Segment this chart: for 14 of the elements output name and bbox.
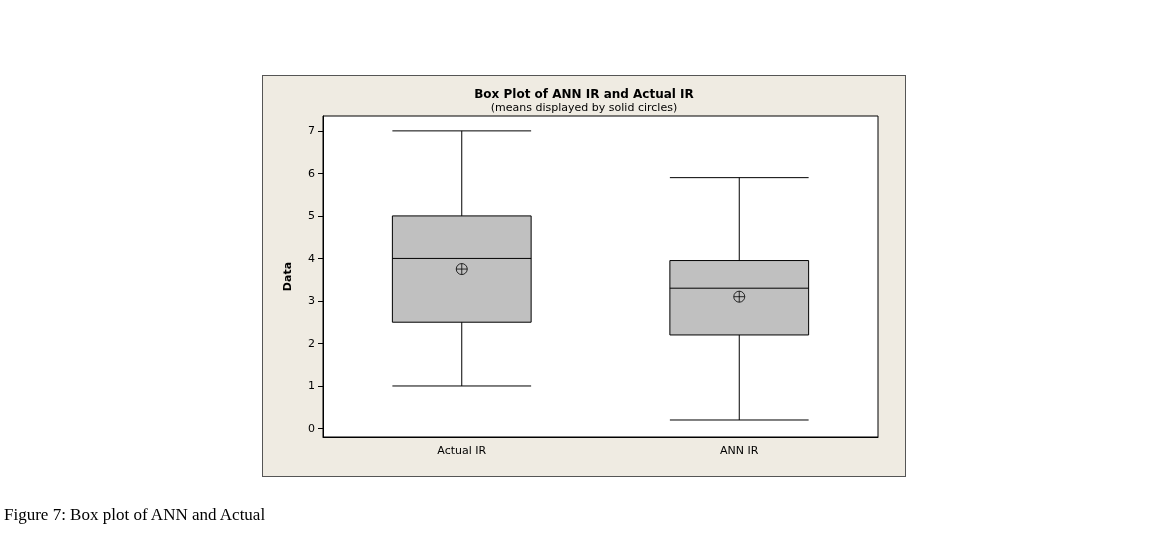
y-axis-title: Data bbox=[281, 261, 294, 292]
y-tick-label: 6 bbox=[308, 166, 315, 180]
y-tick-label: 4 bbox=[308, 251, 315, 265]
x-tick-label: Actual IR bbox=[437, 444, 487, 457]
y-tick-label: 1 bbox=[308, 379, 315, 393]
caption: Figure 7: Box plot of ANN and Actual bbox=[4, 505, 266, 525]
y-tick-label: 7 bbox=[308, 124, 315, 138]
chart-subtitle: (means displayed by solid circles) bbox=[490, 101, 678, 114]
y-tick-label: 5 bbox=[308, 209, 315, 223]
y-tick-label: 3 bbox=[308, 294, 315, 308]
x-tick-label: ANN IR bbox=[720, 444, 759, 457]
chart-title: Box Plot of ANN IR and Actual IR bbox=[474, 87, 694, 101]
y-tick-label: 2 bbox=[308, 336, 315, 350]
y-tick-label: 0 bbox=[308, 422, 315, 435]
